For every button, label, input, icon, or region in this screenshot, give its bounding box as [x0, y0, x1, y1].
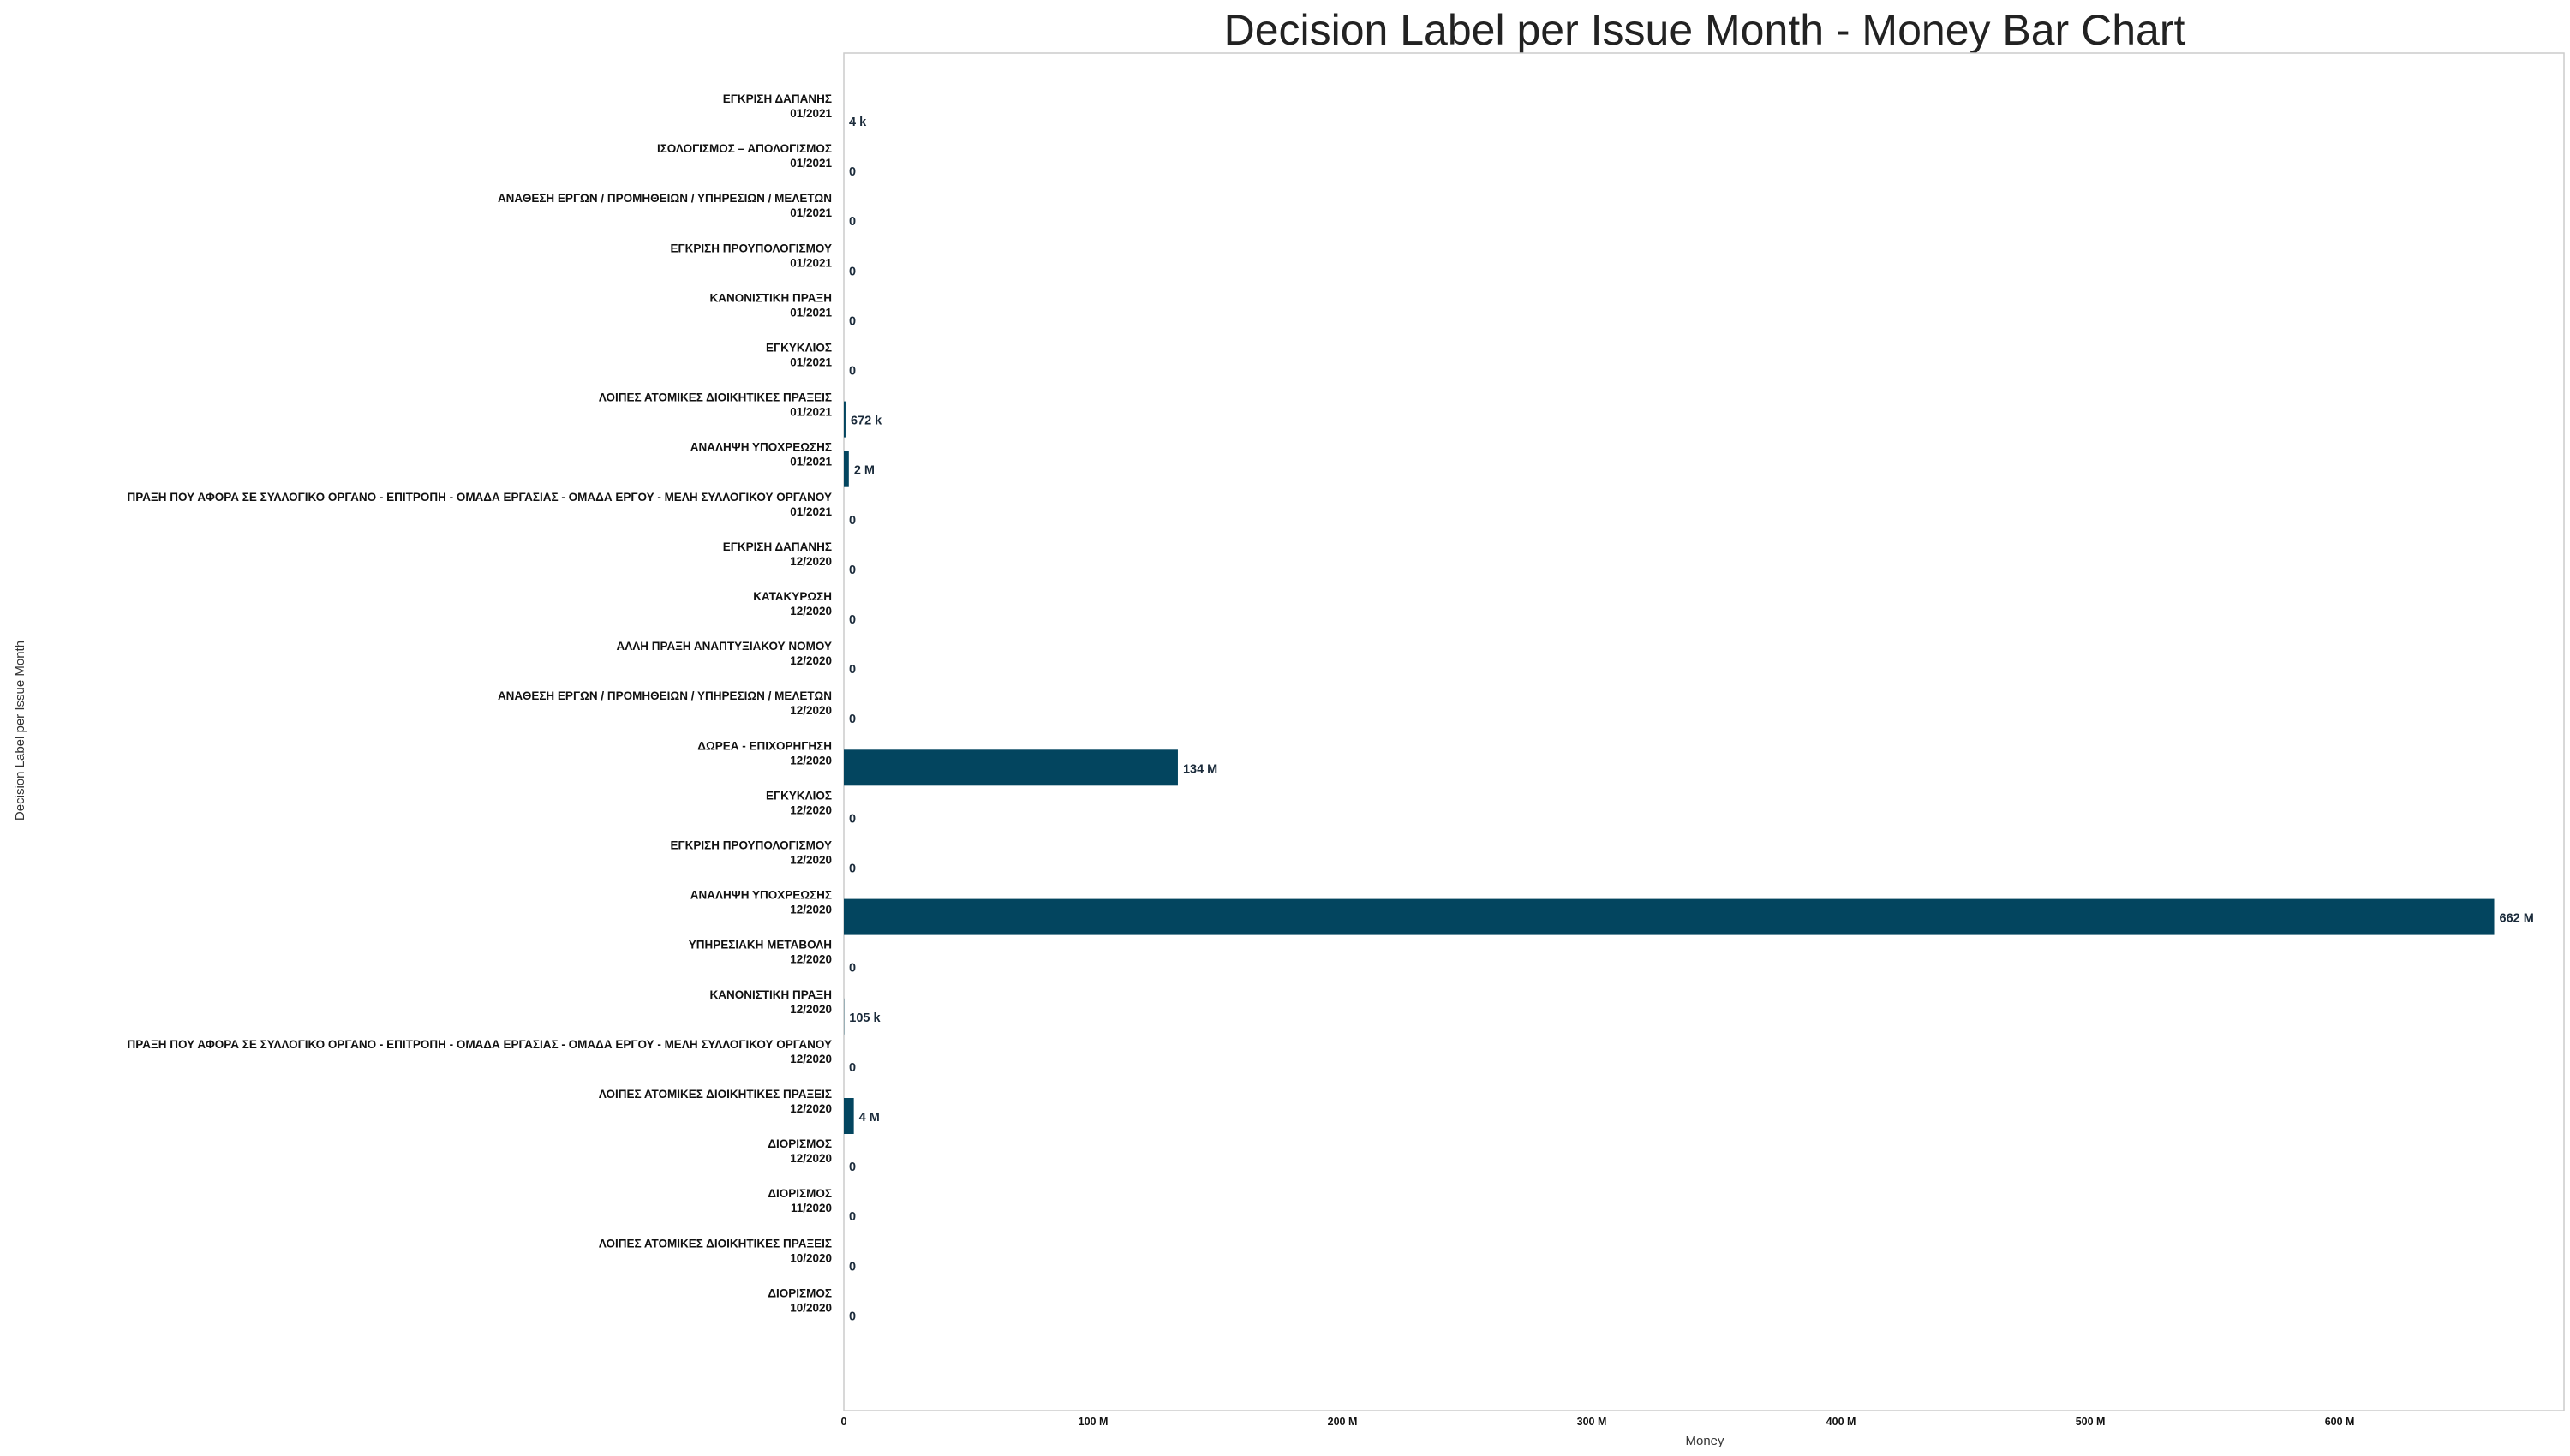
- chart-title: Decision Label per Issue Month - Money B…: [1224, 6, 2186, 54]
- bar-value-label: 0: [849, 265, 856, 278]
- category-month-label: 01/2021: [790, 456, 832, 468]
- x-tick-label: 200 M: [1328, 1416, 1358, 1428]
- category-month-label: 01/2021: [790, 206, 832, 219]
- bar-value-label: 0: [849, 812, 856, 826]
- category-month-label: 10/2020: [790, 1301, 832, 1314]
- category-label: ΔΙΟΡΙΣΜΟΣ: [768, 1286, 832, 1299]
- category-label: ΙΣΟΛΟΓΙΣΜΟΣ – ΑΠΟΛΟΓΙΣΜΟΣ: [657, 142, 832, 155]
- category-month-label: 01/2021: [790, 356, 832, 369]
- category-label: ΥΠΗΡΕΣΙΑΚΗ ΜΕΤΑΒΟΛΗ: [689, 939, 832, 952]
- category-month-label: 01/2021: [790, 107, 832, 120]
- bar-value-label: 2 M: [854, 464, 875, 478]
- bar: [844, 898, 2495, 935]
- category-month-label: 01/2021: [790, 306, 832, 319]
- category-month-label: 12/2020: [790, 1053, 832, 1065]
- x-tick-label: 600 M: [2325, 1416, 2355, 1428]
- category-label: ΑΝΑΘΕΣΗ ΕΡΓΩΝ / ΠΡΟΜΗΘΕΙΩΝ / ΥΠΗΡΕΣΙΩΝ /…: [498, 689, 832, 702]
- category-label: ΔΙΟΡΙΣΜΟΣ: [768, 1187, 832, 1200]
- category-label: ΕΓΚΡΙΣΗ ΔΑΠΑΝΗΣ: [723, 540, 832, 553]
- category-month-label: 12/2020: [790, 904, 832, 916]
- category-month-label: 12/2020: [790, 754, 832, 767]
- bar: [844, 401, 846, 438]
- category-label: ΠΡΑΞΗ ΠΟΥ ΑΦΟΡΑ ΣΕ ΣΥΛΛΟΓΙΚΟ ΟΡΓΑΝΟ - ΕΠ…: [128, 1038, 833, 1051]
- bar-value-label: 0: [849, 564, 856, 577]
- category-month-label: 12/2020: [790, 854, 832, 867]
- bar-value-label: 4 M: [859, 1111, 880, 1125]
- category-month-label: 12/2020: [790, 605, 832, 618]
- x-tick-label: 300 M: [1577, 1416, 1607, 1428]
- category-month-label: 10/2020: [790, 1251, 832, 1264]
- x-axis-label: Money: [1685, 1434, 1724, 1448]
- bar-value-label: 0: [849, 962, 856, 976]
- y-axis-label: Decision Label per Issue Month: [13, 641, 27, 820]
- bar-value-label: 0: [849, 862, 856, 876]
- category-month-label: 12/2020: [790, 1152, 832, 1165]
- bar: [844, 451, 849, 487]
- bar-value-label: 105 k: [849, 1011, 881, 1025]
- category-label: ΑΛΛΗ ΠΡΑΞΗ ΑΝΑΠΤΥΞΙΑΚΟΥ ΝΟΜΟΥ: [616, 640, 832, 653]
- x-tick-label: 0: [841, 1416, 847, 1428]
- category-label: ΕΓΚΥΚΛΙΟΣ: [766, 342, 832, 355]
- bar-value-label: 0: [849, 165, 856, 179]
- bar-value-label: 0: [849, 215, 856, 229]
- category-month-label: 01/2021: [790, 157, 832, 170]
- category-label: ΚΑΝΟΝΙΣΤΙΚΗ ΠΡΑΞΗ: [709, 988, 832, 1001]
- bar-value-label: 0: [849, 613, 856, 627]
- bar-value-label: 0: [849, 663, 856, 677]
- bar-value-label: 0: [849, 1260, 856, 1274]
- bar-value-label: 0: [849, 365, 856, 379]
- category-month-label: 12/2020: [790, 953, 832, 966]
- category-label: ΔΩΡΕΑ - ΕΠΙΧΟΡΗΓΗΣΗ: [697, 739, 832, 752]
- category-label: ΔΙΟΡΙΣΜΟΣ: [768, 1137, 832, 1150]
- bar-value-label: 134 M: [1183, 762, 1217, 776]
- category-label: ΚΑΝΟΝΙΣΤΙΚΗ ΠΡΑΞΗ: [709, 291, 832, 304]
- category-label: ΠΡΑΞΗ ΠΟΥ ΑΦΟΡΑ ΣΕ ΣΥΛΛΟΓΙΚΟ ΟΡΓΑΝΟ - ΕΠ…: [128, 491, 833, 504]
- category-month-label: 12/2020: [790, 1102, 832, 1115]
- category-label: ΕΓΚΥΚΛΙΟΣ: [766, 789, 832, 802]
- bar-value-label: 0: [849, 713, 856, 726]
- category-month-label: 01/2021: [790, 505, 832, 518]
- bar: [844, 749, 1178, 786]
- category-label: ΕΓΚΡΙΣΗ ΠΡΟΥΠΟΛΟΓΙΣΜΟΥ: [671, 839, 832, 852]
- bar: [844, 1098, 854, 1134]
- category-month-label: 01/2021: [790, 256, 832, 269]
- bar-value-label: 0: [849, 1310, 856, 1323]
- category-label: ΕΓΚΡΙΣΗ ΠΡΟΥΠΟΛΟΓΙΣΜΟΥ: [671, 242, 832, 254]
- category-month-label: 12/2020: [790, 803, 832, 816]
- category-month-label: 12/2020: [790, 704, 832, 717]
- category-label: ΛΟΙΠΕΣ ΑΤΟΜΙΚΕΣ ΔΙΟΙΚΗΤΙΚΕΣ ΠΡΑΞΕΙΣ: [599, 1237, 832, 1250]
- category-label: ΑΝΑΛΗΨΗ ΥΠΟΧΡΕΩΣΗΣ: [690, 889, 832, 902]
- bars-group: [844, 103, 2495, 1134]
- category-month-label: 11/2020: [791, 1202, 832, 1214]
- category-label: ΑΝΑΘΕΣΗ ΕΡΓΩΝ / ΠΡΟΜΗΘΕΙΩΝ / ΥΠΗΡΕΣΙΩΝ /…: [498, 192, 832, 205]
- x-axis-ticks-group: 0 100 M 200 M 300 M 400 M 500 M 600 M: [841, 1416, 2355, 1428]
- bar-value-label: 0: [849, 1161, 856, 1174]
- x-tick-label: 400 M: [1826, 1416, 1856, 1428]
- category-month-label: 01/2021: [790, 406, 832, 419]
- value-labels-group: 4 k 0 0 0 0 0 672 k 2 M 0 0 0 0 0 134 M 0 0 662 M 0 105 k 0…: [849, 116, 2534, 1323]
- x-tick-label: 500 M: [2076, 1416, 2106, 1428]
- bar-value-label: 4 k: [849, 116, 867, 129]
- category-label: ΚΑΤΑΚΥΡΩΣΗ: [753, 590, 832, 603]
- bar-value-label: 0: [849, 514, 856, 528]
- category-label: ΑΝΑΛΗΨΗ ΥΠΟΧΡΕΩΣΗΣ: [690, 441, 832, 454]
- category-labels-group: ΕΓΚΡΙΣΗ ΔΑΠΑΝΗΣ 01/2021 ΙΣΟΛΟΓΙΣΜΟΣ – ΑΠΟΛ…: [128, 92, 833, 1314]
- bar-value-label: 672 k: [851, 415, 882, 428]
- bar-value-label: 0: [849, 314, 856, 328]
- x-tick-label: 100 M: [1079, 1416, 1109, 1428]
- category-month-label: 12/2020: [790, 555, 832, 568]
- plot-area-frame: [843, 52, 2565, 1411]
- category-label: ΛΟΙΠΕΣ ΑΤΟΜΙΚΕΣ ΔΙΟΙΚΗΤΙΚΕΣ ΠΡΑΞΕΙΣ: [599, 391, 832, 404]
- category-label: ΛΟΙΠΕΣ ΑΤΟΜΙΚΕΣ ΔΙΟΙΚΗΤΙΚΕΣ ΠΡΑΞΕΙΣ: [599, 1088, 832, 1101]
- category-month-label: 12/2020: [790, 654, 832, 667]
- category-month-label: 12/2020: [790, 1003, 832, 1016]
- bar-value-label: 0: [849, 1210, 856, 1224]
- bar-value-label: 662 M: [2500, 912, 2534, 926]
- bar-value-label: 0: [849, 1061, 856, 1075]
- category-label: ΕΓΚΡΙΣΗ ΔΑΠΑΝΗΣ: [723, 92, 832, 105]
